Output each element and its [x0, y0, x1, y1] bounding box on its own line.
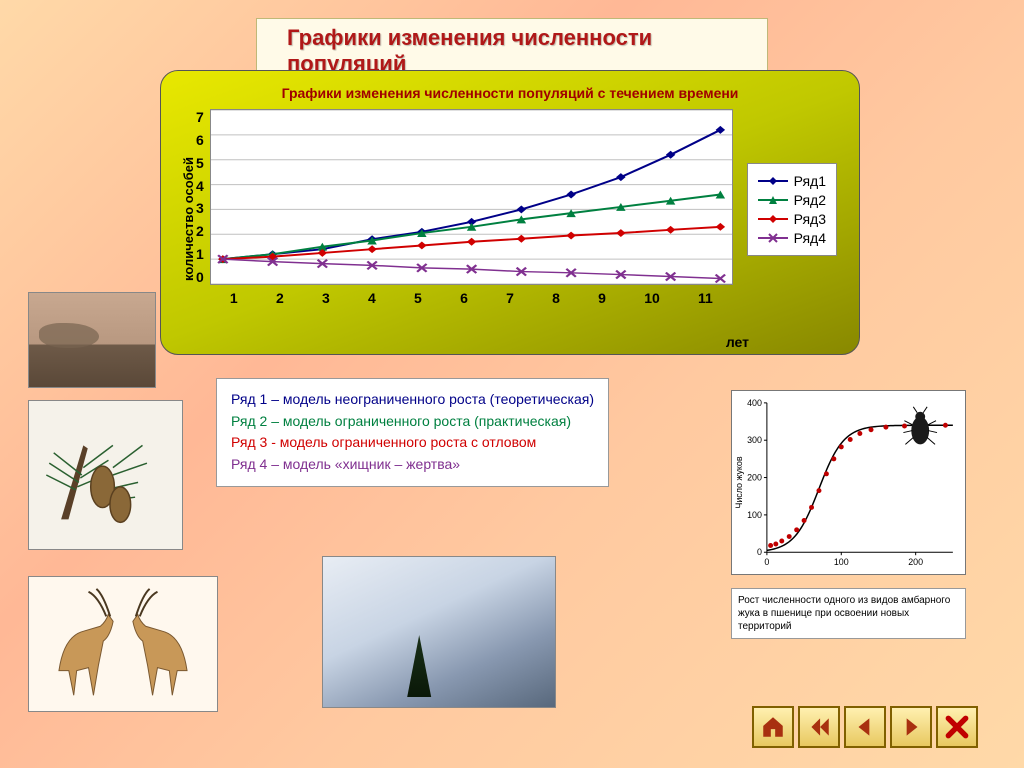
thumbnail-pine-branch [28, 400, 183, 550]
legend-item: Ряд2 [758, 192, 826, 208]
series-description: Ряд 1 – модель неограниченного роста (те… [231, 389, 594, 411]
home-icon [760, 714, 786, 740]
thumbnail-landscape [28, 292, 156, 388]
x-axis-label: лет [726, 334, 749, 350]
series-description: Ряд 2 – модель ограниченного роста (прак… [231, 411, 594, 433]
svg-text:200: 200 [908, 557, 923, 567]
series-description-box: Ряд 1 – модель неограниченного роста (те… [216, 378, 609, 487]
svg-text:Число жуков: Число жуков [734, 456, 744, 508]
series-description: Ряд 3 - модель ограниченного роста с отл… [231, 432, 594, 454]
prev-button[interactable] [844, 706, 886, 748]
next-icon [898, 714, 924, 740]
main-chart-panel: Графики изменения численности популяций … [160, 70, 860, 355]
thumbnail-antelopes [28, 576, 218, 712]
close-button[interactable] [936, 706, 978, 748]
close-icon [944, 714, 970, 740]
legend-item: Ряд1 [758, 173, 826, 189]
legend-item: Ряд4 [758, 230, 826, 246]
prev-icon [852, 714, 878, 740]
svg-text:100: 100 [834, 557, 849, 567]
svg-text:0: 0 [757, 547, 762, 557]
thumbnail-winter-scene [322, 556, 556, 708]
first-button[interactable] [798, 706, 840, 748]
svg-text:100: 100 [747, 510, 762, 520]
x-axis-ticks: 1234567891011 [211, 290, 732, 306]
home-button[interactable] [752, 706, 794, 748]
svg-text:0: 0 [764, 557, 769, 567]
chart-legend: Ряд1 Ряд2 Ряд3 Ряд4 [747, 163, 837, 256]
navigation-bar [752, 706, 978, 748]
svg-text:400: 400 [747, 398, 762, 408]
first-icon [806, 714, 832, 740]
chart-subtitle: Графики изменения численности популяций … [179, 85, 841, 101]
svg-text:200: 200 [747, 473, 762, 483]
chart-plot-area: 1234567891011 [210, 109, 733, 285]
y-axis-label: количество особей [179, 109, 196, 329]
series-description: Ряд 4 – модель «хищник – жертва» [231, 454, 594, 476]
svg-text:300: 300 [747, 435, 762, 445]
beetle-growth-chart: 01002003004000100200Число жуков [731, 390, 966, 575]
y-axis-ticks: 76543210 [196, 109, 210, 285]
next-button[interactable] [890, 706, 932, 748]
beetle-chart-caption: Рост численности одного из видов амбарно… [731, 588, 966, 639]
legend-item: Ряд3 [758, 211, 826, 227]
